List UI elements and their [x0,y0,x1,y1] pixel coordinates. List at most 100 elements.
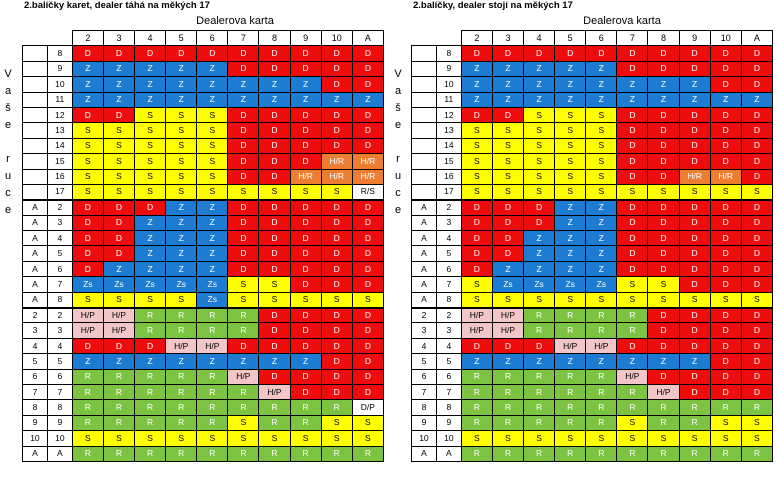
strategy-cell: D [320,106,353,124]
strategy-cell: D [102,245,136,262]
hand-label-first: A [411,230,437,247]
strategy-cell: D [740,60,774,78]
hand-label-first: 3 [22,322,48,339]
strategy-cell: S [740,414,774,432]
strategy-cell: S [196,168,229,185]
side-letter: e [4,204,12,216]
strategy-cell: S [102,153,136,170]
strategy-cell: D [227,260,260,278]
strategy-cell: S [585,291,618,309]
strategy-cell: D [258,306,291,324]
strategy-cell: D [678,106,711,124]
strategy-cell: D [227,337,260,355]
hand-label-first [22,137,48,155]
strategy-cell: R [196,399,229,416]
strategy-cell: H/R [320,153,353,170]
dealer-card-header: 9 [678,29,711,47]
hand-label-second: 9 [435,60,462,78]
strategy-cell: R [522,306,556,324]
strategy-cell: D [678,122,711,139]
strategy-cell: D [616,214,649,232]
strategy-cell: S [616,291,649,309]
table-row: 16 S S S S S D D H/R H/R D [411,168,774,185]
strategy-cell: D [740,198,774,216]
hand-label-second: 3 [435,322,462,339]
strategy-cell: D [227,122,260,139]
hand-label-second: 5 [435,245,462,262]
strategy-cell: S [320,430,353,447]
strategy-cell: D [740,276,774,293]
dealer-card-header: 8 [258,29,291,47]
strategy-cell: D [320,322,353,339]
table-row: 6 6 R R R R R H/P D D D D [411,368,774,385]
strategy-cell: H/P [554,337,587,355]
strategy-cell: D [320,45,353,62]
strategy-cell: D [616,198,649,216]
strategy-cell: D [351,337,385,355]
strategy-cell: Z [165,91,198,108]
strategy-cell: S [102,122,136,139]
strategy-cell: R [71,399,104,416]
strategy-cell: Z [196,91,229,108]
hand-label-second: 3 [46,214,73,232]
strategy-cell: D [678,198,711,216]
strategy-cell: D [522,214,556,232]
strategy-cell: D [740,260,774,278]
dealer-card-header: 2 [460,29,493,47]
strategy-cell: D [258,45,291,62]
strategy-cell: Z [460,91,493,108]
strategy-cell: D [102,214,136,232]
strategy-cell: D [351,122,385,139]
strategy-cell: D [320,383,353,401]
strategy-cell: D [289,106,322,124]
strategy-cell: R [647,414,680,432]
strategy-cell: Z [554,260,587,278]
side-letter: a [4,85,12,97]
strategy-cell: D [71,45,104,62]
strategy-cell: D [227,245,260,262]
hand-label-first: A [22,214,48,232]
hand-label-first: 10 [411,430,437,447]
side-letter: c [395,187,401,199]
strategy-cell: D [102,106,136,124]
strategy-cell: S [289,183,322,201]
strategy-table: 2 3 4 5 6 7 8 9 10 A 8 D D D D D D D D D D 9 Z Z Z Z Z D D D D D 10 Z Z Z Z Z… [22,29,385,462]
strategy-cell: S [522,122,556,139]
strategy-cell: S [320,414,353,432]
hand-label-second: 8 [435,45,462,62]
strategy-cell: R [522,368,556,385]
strategy-cell: R [616,322,649,339]
strategy-cell: R [491,414,525,432]
strategy-cell: S [227,430,260,447]
hand-label-first [411,183,437,201]
strategy-cell: H/P [460,322,493,339]
hand-label-first: A [411,276,437,293]
strategy-cell: D [522,45,556,62]
strategy-cell: D [460,230,493,247]
strategy-cell: Z [133,245,167,262]
dealer-card-header: 3 [491,29,525,47]
hand-label-second: 2 [46,198,73,216]
strategy-cell: Z [71,91,104,108]
strategy-cell: Z [102,91,136,108]
strategy-cell: D [709,137,742,155]
strategy-cell: R [585,414,618,432]
strategy-cell: D [258,137,291,155]
strategy-cell: D [740,106,774,124]
strategy-cell: Z [258,353,291,370]
strategy-cell: S [133,430,167,447]
hand-label-first: 4 [22,337,48,355]
strategy-cell: R [522,414,556,432]
hand-label-first [411,153,437,170]
table-row: 2 2 H/P H/P R R R R D D D D [22,306,385,324]
strategy-cell: R [585,445,618,462]
strategy-cell: Z [491,353,525,370]
strategy-cell: S [554,168,587,185]
strategy-cell: D [320,353,353,370]
strategy-cell: R [709,399,742,416]
strategy-cell: S [320,183,353,201]
strategy-cell: Z [554,230,587,247]
strategy-cell: R [133,414,167,432]
hand-label-second: 7 [435,276,462,293]
strategy-cell: S [71,168,104,185]
